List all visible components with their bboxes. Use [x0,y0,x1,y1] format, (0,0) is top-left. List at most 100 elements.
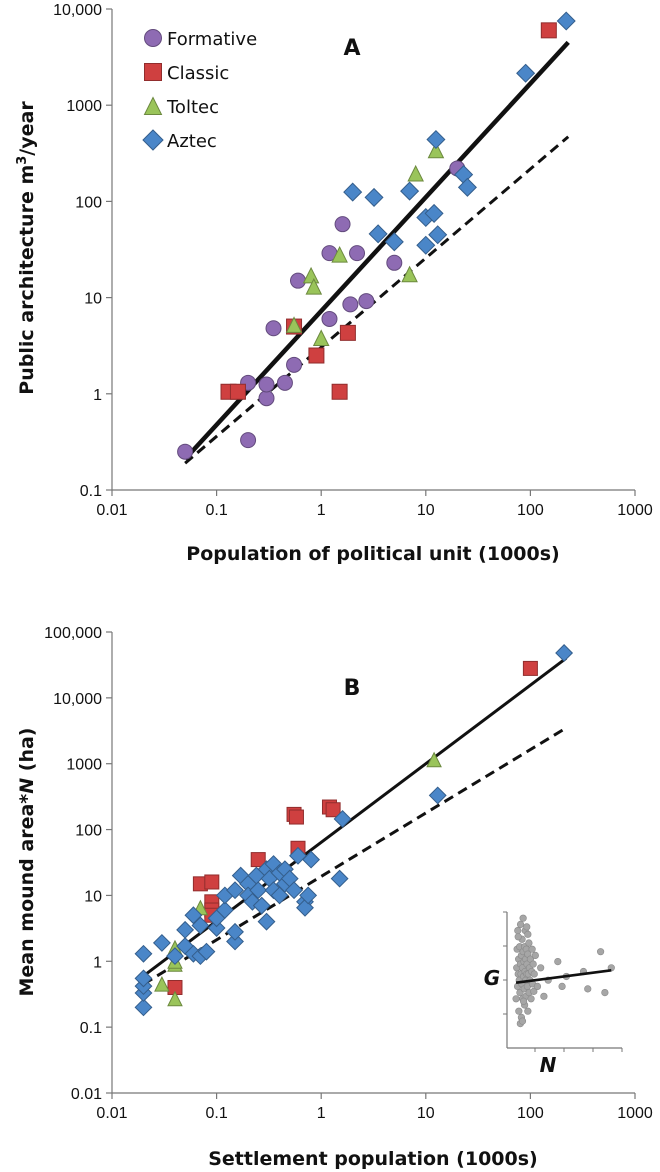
panel-a-formative-point-9 [321,310,338,327]
panel-a-y-axis-label-main: Public architecture m [16,165,38,395]
panel-a-x-tick-label-0: 0.01 [96,502,127,519]
panel-a-x-tick-label-5: 1000 [617,502,653,519]
panel-b-aztec-point-45 [333,810,352,828]
panel-b-aztec-point-44 [330,869,349,888]
panel-a-x-axis-label: Population of political unit (1000s) [186,543,559,565]
panel-b-aztec-point-11 [191,916,210,935]
panel-a-aztec-point-7 [424,203,444,223]
legend-label-classic: Classic [167,63,229,84]
panel-a-aztec-point-13 [556,11,576,31]
inset-point-50 [530,970,538,978]
panel-b-x-tick-label-1: 0.1 [205,1105,227,1122]
panel-a-aztec-point-6 [416,235,436,255]
panel-b-fit-line-dashed [142,726,567,986]
panel-a-formative-point-12 [342,296,359,313]
inset-point-61 [596,948,605,956]
panel-a-series-aztec [343,11,576,255]
inset-point-69 [523,923,531,931]
panel-b-series-aztec [134,644,574,1017]
inset-point-56 [554,957,562,966]
panel-b-x-tick-label-5: 1000 [617,1105,653,1122]
panel-b-y-tick-label-7: 100,000 [44,625,102,642]
panel-a-toltec-point-0 [285,316,303,333]
inset-point-39 [525,939,533,947]
panel-a-series-formative [177,160,466,460]
inset-points [512,914,615,1028]
inset-x-label: N [540,1053,557,1077]
legend-label-toltec: Toltec [166,97,219,118]
panel-a-formative-point-6 [276,374,293,391]
panel-b-y-axis-label: Mean mound area*N (ha) [16,728,38,997]
inset-fit-line [515,968,612,984]
panel-a-x-tick-label-4: 100 [517,502,544,519]
panel-b-aztec-point-33 [270,886,289,905]
inset-axes [503,911,623,1052]
panel-b-aztec-point-41 [296,898,314,917]
panel-b-classic-point-2 [204,874,220,890]
panel-b-aztec-point-7 [176,920,195,939]
legend-classic-marker-point-0 [144,63,162,81]
panel-a-y-tick-label-0: 0.1 [80,483,102,500]
inset-point-67 [524,930,532,938]
inset-point-21 [519,914,527,922]
inset-point-0 [512,995,520,1003]
panel-b-aztec-point-9 [184,906,203,925]
panel-a-y-axis-label-tail: /year [16,101,38,156]
panel-a-y-axis-label-superscript: 3 [15,156,30,165]
panel-a-points [177,11,576,460]
inset-point-12 [516,920,525,929]
panel-b-aztec-point-42 [299,886,318,905]
panel-b-aztec-point-13 [197,942,216,961]
panel-b-classic-point-6 [250,852,266,868]
panel-a-series-toltec [285,141,445,347]
panel-a-y-tick-label-2: 10 [84,291,102,308]
panel-b-x-tick-label-3: 10 [417,1105,435,1122]
inset-point-66 [519,997,528,1005]
panel-b-toltec-point-0 [154,976,170,992]
panel-b-toltec-point-6 [426,751,442,768]
panel-a-aztec-point-11 [457,177,477,197]
legend-toltec-marker-point-0 [143,96,163,115]
inset-point-46 [528,945,536,953]
panel-b-toltec-point-1 [167,990,183,1007]
panel-b-x-tick-label-4: 100 [517,1105,544,1122]
inset-point-4 [514,926,522,935]
panel-a-y-tick-label-3: 100 [75,194,102,211]
panel-b-aztec-point-47 [555,644,574,662]
panel-b-aztec-point-5 [152,933,171,952]
panel-a-aztec-point-9 [428,225,448,245]
panel-a-formative-point-13 [349,245,366,262]
panel-a-x-tick-label-3: 10 [417,502,435,519]
panel-a-axes: 0.01 0.1 1 10 100 1000 0.1 1 10 100 1000 10,000 [53,2,653,519]
panel-b-y-tick-label-3: 10 [84,888,102,905]
panel-b-points [134,644,574,1017]
panel-b-aztec-point-24 [243,892,262,911]
panel-a-toltec-point-1 [302,266,320,284]
inset-plot: G N [484,911,623,1077]
panel-b-aztec-point-43 [302,850,321,869]
panel-b-aztec-point-18 [226,932,244,951]
inset-point-37 [524,1007,532,1015]
legend-label-aztec: Aztec [167,131,217,152]
panel-b-classic-point-12 [522,660,538,676]
panel-b-label: B [344,676,361,701]
panel-a-aztec-point-0 [343,182,363,202]
panel-a-x-tick-label-1: 0.1 [205,502,227,519]
panel-b-fit-lines [142,657,568,986]
panel-b-y-tick-label-6: 10,000 [53,691,102,708]
inset-y-label: G [484,966,500,990]
panel-b-y-tick-label-2: 1 [93,954,102,971]
inset-point-60 [584,985,592,993]
panel-a-label: A [343,36,360,61]
legend-aztec-marker-point-0 [142,129,164,151]
panel-b-aztec-point-4 [134,944,153,963]
inset-point-49 [530,987,538,995]
panel-b-aztec-point-46 [428,786,447,805]
inset-point-57 [558,982,566,991]
panel-a-aztec-point-1 [364,187,384,207]
panel-b-aztec-point-29 [257,912,276,931]
inset-point-54 [540,992,548,1000]
panel-a-aztec-point-8 [426,129,446,150]
inset-point-52 [533,982,542,991]
